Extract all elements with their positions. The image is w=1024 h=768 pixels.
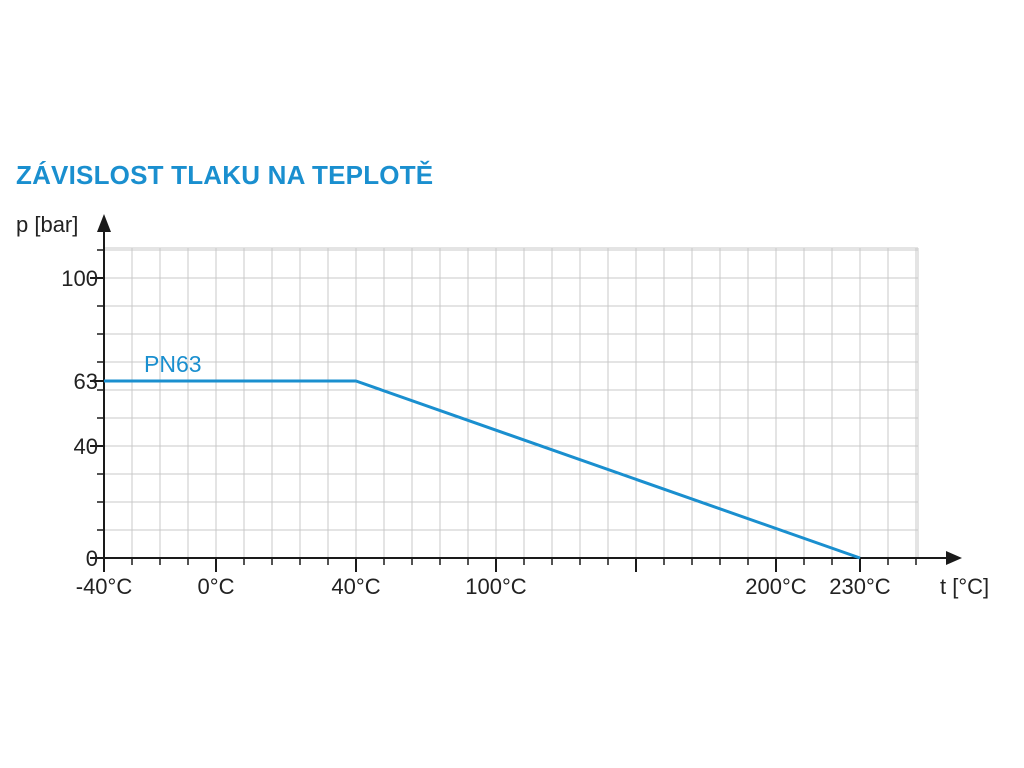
x-tick-label: -40°C xyxy=(76,574,133,599)
y-tick-label: 0 xyxy=(86,546,98,571)
y-tick-label: 100 xyxy=(61,266,98,291)
x-tick-label: 200°C xyxy=(745,574,807,599)
grid xyxy=(103,247,919,559)
x-tick-label: 0°C xyxy=(198,574,235,599)
series: PN63 xyxy=(104,351,861,560)
x-tick-label: 40°C xyxy=(331,574,380,599)
series-label: PN63 xyxy=(144,351,202,377)
chart-title: ZÁVISLOST TLAKU NA TEPLOTĚ xyxy=(16,160,434,190)
tick-marks xyxy=(90,249,917,572)
x-tick-label: 100°C xyxy=(465,574,527,599)
y-axis-arrow-icon xyxy=(97,214,111,232)
y-axis-label: p [bar] xyxy=(16,212,78,237)
x-tick-label: 230°C xyxy=(829,574,891,599)
y-tick-label: 40 xyxy=(74,434,98,459)
y-tick-label: 63 xyxy=(74,369,98,394)
x-axis-label: t [°C] xyxy=(940,574,989,599)
series-line xyxy=(104,379,861,560)
tick-labels: -40°C 0°C 40°C 100°C 200°C 230°C 0 40 63 100 xyxy=(61,266,891,599)
x-axis-arrow-icon xyxy=(946,551,962,565)
